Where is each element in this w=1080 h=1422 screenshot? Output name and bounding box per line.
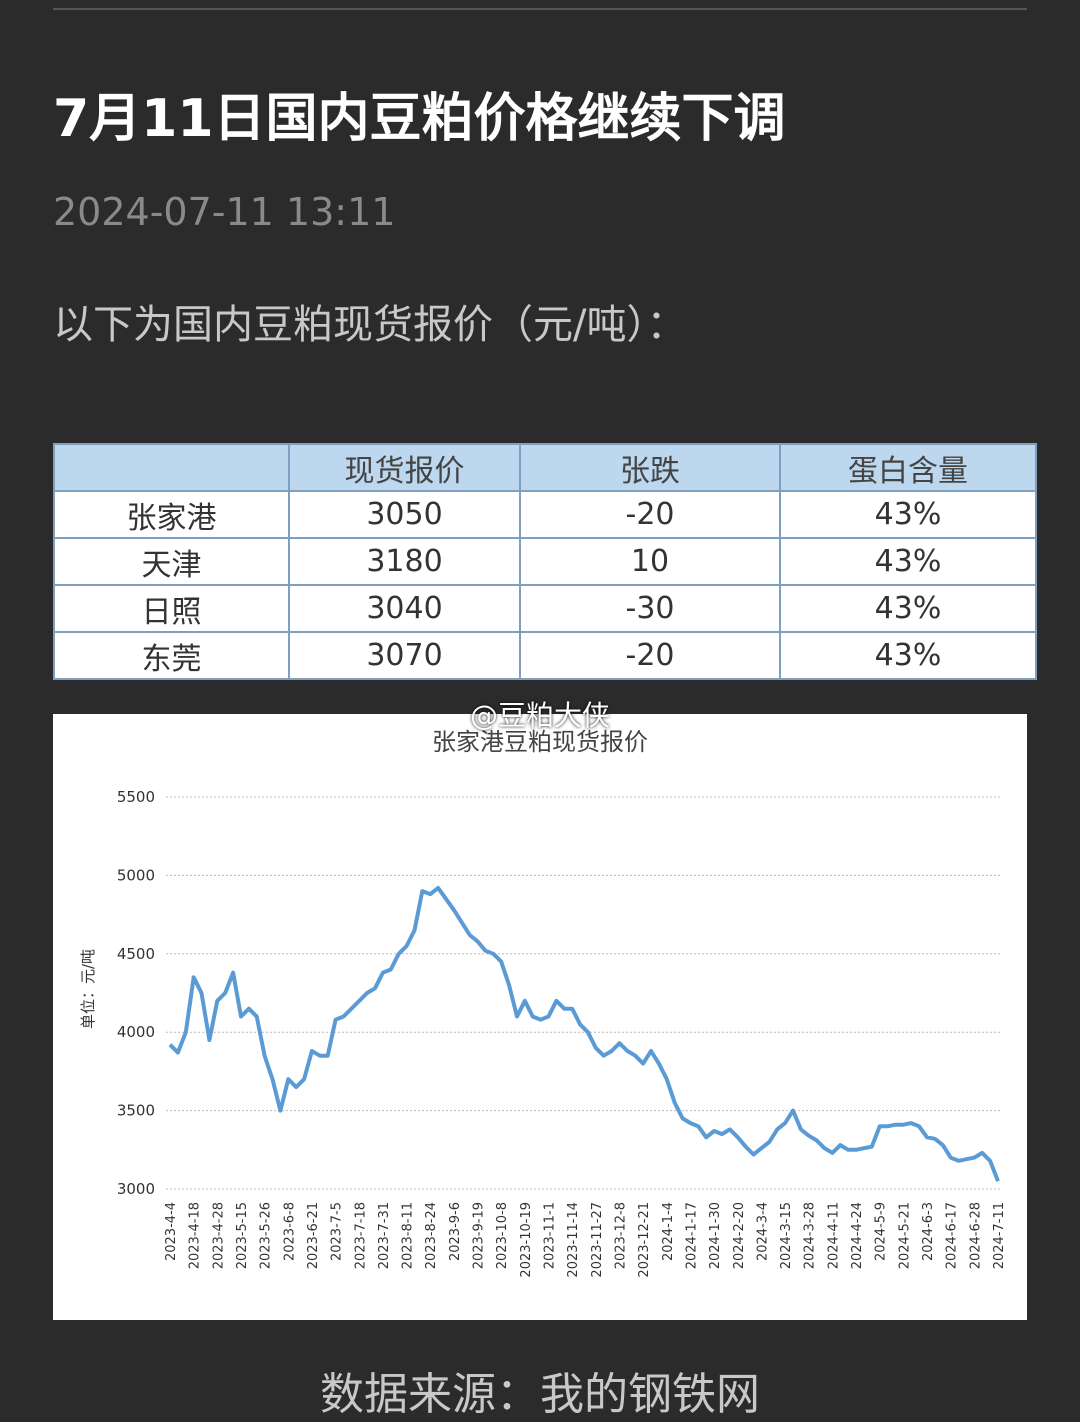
table-cell: 43% [779,490,1037,539]
table-cell: 10 [519,537,781,586]
chart-title: 张家港豆粕现货报价 [432,728,648,756]
x-tick-label: 2024-5-21 [897,1202,912,1269]
intro: 以下为国内豆粕现货报价（元/吨）： [53,302,687,348]
header-cell [53,443,290,492]
header-cell: 现货报价 [288,443,521,492]
x-tick-label: 2023-11-1 [543,1202,558,1269]
divider [53,8,1027,10]
x-tick-label: 2023-11-27 [590,1202,605,1278]
x-tick-label: 2024-6-17 [945,1202,960,1269]
x-tick-label: 2023-7-18 [353,1202,368,1269]
x-tick-label: 2023-5-15 [235,1202,250,1269]
table-row: 张家港 3050 -20 43% [53,490,1037,539]
x-tick-label: 2023-8-24 [424,1202,439,1269]
watermark: @豆粕大侠 [469,699,610,732]
table-cell: 43% [779,537,1037,586]
x-tick-label: 2024-1-30 [708,1202,723,1269]
x-tick-label: 2023-4-18 [188,1202,203,1269]
price-table: 现货报价 张跌 蛋白含量 张家港 3050 -20 43% 天津 3180 10 43% 日照 3040… [53,443,1037,680]
y-tick-label: 5000 [117,866,155,884]
x-tick-label: 2023-8-11 [401,1202,416,1269]
x-tick-label: 2023-9-6 [448,1202,463,1261]
x-tick-label: 2023-7-31 [377,1202,392,1269]
x-tick-label: 2023-7-5 [330,1202,345,1261]
table-cell: -30 [519,584,781,633]
title: 7月11日国内豆粕价格继续下调 [53,89,786,149]
x-tick-label: 2023-10-19 [519,1202,534,1278]
x-tick-label: 2023-12-21 [637,1202,652,1278]
table-cell: 3040 [288,584,521,633]
x-tick-label: 2024-1-4 [661,1202,676,1261]
x-tick-label: 2024-5-9 [874,1202,889,1261]
x-tick-label: 2023-12-8 [613,1202,628,1269]
x-tick-label: 2024-1-17 [684,1202,699,1269]
x-tick-label: 2024-3-4 [755,1202,770,1261]
x-tick-label: 2023-6-21 [306,1202,321,1269]
x-tick-label: 2023-11-14 [566,1202,581,1278]
x-tick-label: 2023-6-8 [282,1202,297,1261]
table-cell: 3050 [288,490,521,539]
table-cell: 日照 [53,584,290,633]
x-tick-label: 2024-7-11 [992,1202,1007,1269]
y-axis-label: 单位：元/吨 [79,949,97,1029]
y-tick-label: 4500 [117,945,155,963]
table-cell: 张家港 [53,490,290,539]
table-cell: -20 [519,631,781,680]
table-cell: 3180 [288,537,521,586]
x-tick-label: 2024-2-20 [732,1202,747,1269]
x-tick-label: 2023-10-8 [495,1202,510,1269]
x-tick-label: 2024-4-24 [850,1202,865,1269]
table-cell: 43% [779,631,1037,680]
x-tick-label: 2023-4-28 [211,1202,226,1269]
y-tick-label: 3500 [117,1102,155,1120]
header-cell: 蛋白含量 [779,443,1037,492]
x-tick-label: 2023-4-4 [164,1202,179,1261]
table-cell: 3070 [288,631,521,680]
table-cell: 天津 [53,537,290,586]
table-row: 天津 3180 10 43% [53,537,1037,586]
table-row: 东莞 3070 -20 43% [53,631,1037,680]
x-tick-label: 2024-3-15 [779,1202,794,1269]
table-cell: 43% [779,584,1037,633]
table-cell: -20 [519,490,781,539]
y-tick-label: 5500 [117,788,155,806]
x-tick-label: 2023-5-26 [259,1202,274,1269]
table-cell: 东莞 [53,631,290,680]
y-tick-label: 4000 [117,1023,155,1041]
x-tick-label: 2024-3-28 [803,1202,818,1269]
header-row: 现货报价 张跌 蛋白含量 [53,443,1037,492]
x-tick-label: 2024-6-28 [968,1202,983,1269]
header-cell: 张跌 [519,443,781,492]
date: 2024-07-11 13:11 [53,190,396,234]
table-row: 日照 3040 -30 43% [53,584,1037,633]
source: 数据来源：我的钢铁网 [320,1369,760,1420]
x-tick-label: 2024-4-11 [826,1202,841,1269]
line [168,885,1000,1182]
y-tick-label: 3000 [117,1180,155,1198]
x-tick-label: 2024-6-3 [921,1202,936,1261]
x-tick-label: 2023-9-19 [472,1202,487,1269]
chart: 张家港豆粕现货报价 单位：元/吨 3000 3500 4000 4500 5000 550… [53,714,1027,1320]
